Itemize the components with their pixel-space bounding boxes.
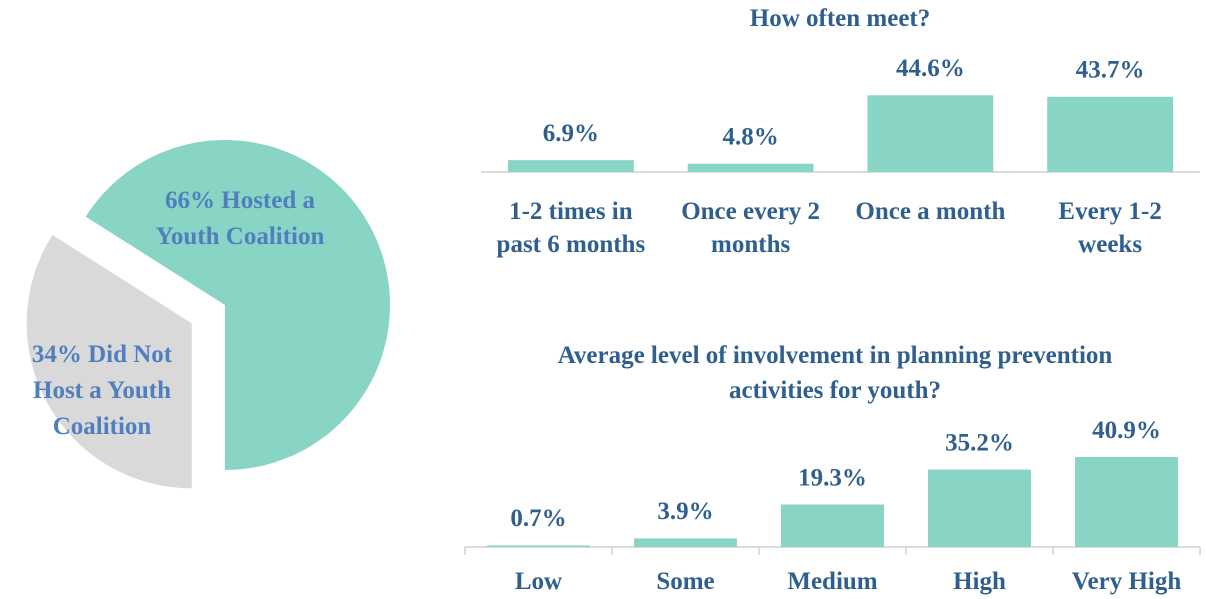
bar bbox=[928, 469, 1031, 547]
category-label: High bbox=[953, 568, 1006, 595]
value-label: 3.9% bbox=[657, 498, 713, 525]
bar bbox=[634, 538, 737, 547]
category-label: 1-2 times in past 6 months bbox=[497, 198, 646, 258]
pie-label: 66% Hosted a Youth Coalition bbox=[156, 187, 325, 250]
pie-slice bbox=[26, 234, 192, 489]
text-line: weeks bbox=[1078, 231, 1142, 258]
category-label: Some bbox=[656, 568, 714, 595]
text-line: Coalition bbox=[53, 413, 152, 440]
category-label: Medium bbox=[787, 568, 877, 595]
text-line: Youth Coalition bbox=[156, 223, 325, 250]
bar bbox=[867, 95, 994, 172]
value-label: 6.9% bbox=[543, 120, 599, 147]
text-line: past 6 months bbox=[497, 231, 646, 258]
text-line: Every 1-2 bbox=[1058, 198, 1161, 225]
text-line: Once every 2 bbox=[681, 198, 820, 225]
value-label: 0.7% bbox=[510, 505, 566, 532]
category-label: Once a month bbox=[855, 198, 1005, 225]
text-line: Low bbox=[515, 568, 562, 595]
value-label: 35.2% bbox=[945, 429, 1014, 456]
text-line: High bbox=[953, 568, 1006, 595]
text-line: How often meet? bbox=[750, 5, 931, 32]
chart-title: How often meet? bbox=[750, 5, 931, 32]
bar bbox=[687, 163, 814, 172]
category-label: Every 1-2 weeks bbox=[1058, 198, 1161, 258]
bar bbox=[1047, 96, 1174, 172]
pie-slice bbox=[85, 140, 391, 470]
pie-label: 34% Did Not Host a Youth Coalition bbox=[32, 341, 173, 440]
text-line: activities for youth? bbox=[729, 377, 941, 404]
text-line: 34% Did Not bbox=[32, 341, 173, 368]
text-line: Very High bbox=[1072, 568, 1182, 595]
value-label: 4.8% bbox=[723, 123, 779, 150]
chart-title: Average level of involvement in planning… bbox=[558, 342, 1113, 404]
text-line: Once a month bbox=[855, 198, 1005, 225]
text-line: Average level of involvement in planning… bbox=[558, 342, 1113, 369]
category-label: Low bbox=[515, 568, 562, 595]
text-line: Host a Youth bbox=[33, 377, 171, 404]
bar bbox=[507, 160, 634, 172]
bar bbox=[487, 545, 590, 547]
category-label: Once every 2 months bbox=[681, 198, 820, 258]
text-line: Medium bbox=[787, 568, 877, 595]
bar bbox=[1075, 457, 1178, 547]
text-line: 1-2 times in bbox=[509, 198, 633, 225]
category-label: Very High bbox=[1072, 568, 1182, 595]
text-line: Some bbox=[656, 568, 714, 595]
value-label: 44.6% bbox=[896, 55, 965, 82]
text-line: months bbox=[711, 231, 790, 258]
value-label: 43.7% bbox=[1076, 57, 1145, 84]
value-label: 19.3% bbox=[798, 464, 867, 491]
bar bbox=[781, 504, 884, 547]
value-label: 40.9% bbox=[1092, 417, 1161, 444]
text-line: 66% Hosted a bbox=[165, 187, 316, 214]
